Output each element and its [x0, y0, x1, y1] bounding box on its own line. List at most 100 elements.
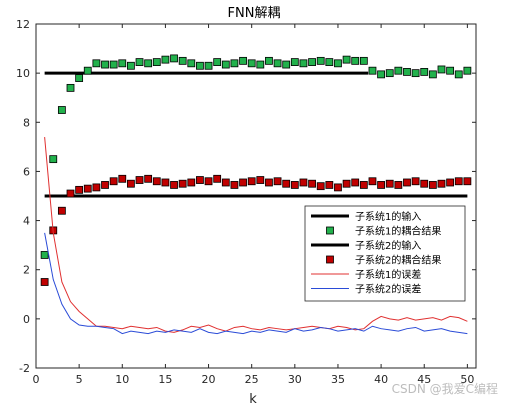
- data-point: [463, 66, 472, 75]
- data-point: [57, 206, 66, 215]
- data-point: [75, 185, 84, 194]
- series-layer: [40, 54, 472, 335]
- data-point: [127, 179, 135, 188]
- data-point: [428, 70, 437, 79]
- data-point: [101, 60, 109, 69]
- x-tick-label: 35: [331, 373, 345, 386]
- data-point: [437, 65, 446, 74]
- series-line: [44, 232, 468, 335]
- y-tick-label: 12: [16, 18, 30, 31]
- data-point: [230, 59, 239, 68]
- x-tick-label: 30: [288, 373, 302, 386]
- data-point: [187, 59, 196, 68]
- data-point: [368, 66, 377, 75]
- data-point: [446, 178, 455, 187]
- data-point: [118, 174, 127, 183]
- data-point: [152, 177, 161, 186]
- data-point: [221, 178, 230, 187]
- x-tick-label: 25: [245, 373, 259, 386]
- y-tick-label: 2: [23, 264, 30, 277]
- data-point: [437, 179, 446, 188]
- data-point: [247, 59, 256, 68]
- data-point: [325, 181, 334, 189]
- data-point: [359, 181, 368, 189]
- data-point: [109, 60, 118, 69]
- data-point: [161, 178, 170, 187]
- data-point: [273, 59, 282, 68]
- data-point: [368, 177, 377, 186]
- data-point: [351, 56, 360, 65]
- data-point: [342, 55, 351, 64]
- y-tick-label: 6: [23, 165, 30, 178]
- data-point: [196, 61, 204, 70]
- data-point: [454, 177, 463, 186]
- data-point: [273, 177, 282, 186]
- x-tick-label: 15: [158, 373, 172, 386]
- data-point: [170, 181, 178, 189]
- legend-label: 子系统2的误差: [355, 283, 421, 296]
- data-point: [92, 183, 101, 192]
- legend-label: 子系统2的耦合结果: [355, 254, 441, 267]
- data-point: [454, 70, 463, 79]
- y-tick-label: 8: [23, 116, 30, 129]
- data-point: [83, 66, 92, 75]
- data-point: [49, 155, 58, 164]
- data-point: [334, 59, 342, 68]
- x-tick-label: 0: [33, 373, 40, 386]
- data-point: [152, 58, 161, 66]
- data-point: [170, 54, 178, 63]
- data-point: [420, 179, 429, 188]
- data-point: [428, 181, 437, 189]
- x-axis: 0 5 10 15 20 25 30 35 40 45 50: [33, 24, 474, 386]
- data-point: [239, 178, 247, 187]
- x-axis-label: k: [249, 392, 257, 406]
- data-point: [420, 68, 429, 76]
- data-point: [230, 181, 239, 189]
- data-point: [118, 59, 127, 68]
- y-tick-label: -2: [19, 362, 30, 375]
- data-point: [282, 179, 291, 188]
- legend-label: 子系统1的输入: [355, 210, 421, 223]
- data-point: [247, 177, 256, 186]
- data-point: [403, 68, 411, 76]
- legend-swatch: [326, 255, 334, 264]
- data-point: [75, 74, 84, 82]
- data-point: [221, 60, 230, 69]
- data-point: [40, 278, 49, 286]
- data-point: [40, 251, 49, 259]
- y-tick-label: 4: [23, 215, 30, 228]
- legend-label: 子系统2的输入: [355, 239, 421, 252]
- data-point: [213, 174, 222, 183]
- data-point: [446, 66, 455, 75]
- data-point: [57, 106, 66, 114]
- data-point: [351, 178, 360, 187]
- data-point: [299, 178, 308, 187]
- data-point: [265, 178, 273, 187]
- x-tick-label: 50: [460, 373, 474, 386]
- legend-label: 子系统1的耦合结果: [355, 225, 441, 238]
- legend-box: [304, 205, 466, 302]
- data-point: [411, 177, 420, 186]
- data-point: [403, 178, 411, 187]
- data-point: [299, 59, 308, 68]
- y-axis: -2 0 2 4 6 8 10 12: [16, 18, 476, 375]
- data-point: [463, 177, 472, 186]
- x-tick-label: 5: [76, 373, 83, 386]
- x-tick-label: 40: [374, 373, 388, 386]
- data-point: [290, 181, 299, 189]
- data-point: [92, 59, 101, 68]
- data-point: [66, 83, 75, 92]
- x-tick-label: 45: [417, 373, 431, 386]
- data-point: [239, 56, 247, 65]
- data-point: [308, 58, 316, 66]
- data-point: [196, 176, 204, 184]
- data-point: [178, 56, 187, 65]
- data-point: [135, 176, 144, 184]
- data-point: [342, 179, 351, 188]
- chart-title: FNN解耦: [228, 6, 281, 21]
- data-point: [290, 58, 299, 66]
- data-point: [127, 61, 135, 70]
- data-point: [83, 184, 92, 193]
- data-point: [377, 70, 385, 79]
